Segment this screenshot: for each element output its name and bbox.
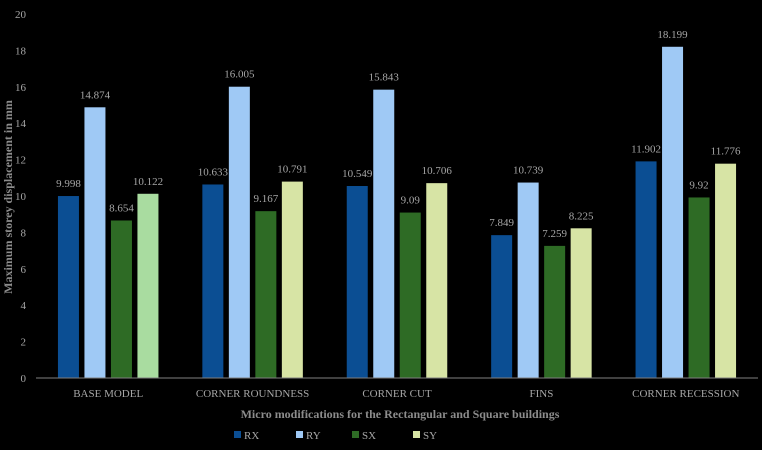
bar-sx: [110, 220, 132, 378]
y-tick-label: 6: [21, 264, 27, 276]
data-label: 10.549: [342, 168, 373, 180]
bar-sy: [426, 183, 448, 378]
y-tick-label: 2: [21, 337, 27, 349]
x-tick-label: BASE MODEL: [73, 388, 143, 400]
data-labels: 9.998 14.874 8.654 10.122 10.633 16.005 9.167 1…: [56, 29, 741, 240]
bar-sy: [570, 228, 592, 378]
bar-rx: [491, 235, 513, 378]
y-tick-label: 16: [15, 82, 27, 94]
data-label: 9.92: [689, 179, 708, 191]
x-axis-label: Micro modifications for the Rectangular …: [241, 407, 560, 421]
y-tick-label: 14: [15, 118, 27, 130]
bar-sx: [544, 245, 566, 378]
x-axis: BASE MODEL CORNER ROUNDNESS CORNER CUT FINS…: [36, 377, 758, 400]
legend-label-rx: RX: [244, 430, 259, 442]
y-tick-label: 12: [15, 155, 26, 167]
legend-swatch-ry: [296, 431, 303, 438]
bar-ry: [228, 86, 250, 379]
y-tick-label: 10: [15, 191, 27, 203]
y-tick-label: 8: [21, 227, 27, 239]
data-label: 8.654: [109, 202, 134, 214]
bar-sx: [688, 197, 710, 378]
bar-rx: [57, 196, 79, 378]
data-label: 9.998: [56, 178, 81, 190]
data-label: 10.706: [422, 165, 453, 177]
bar-ry: [517, 182, 539, 378]
data-label: 7.259: [542, 228, 567, 240]
data-label: 10.791: [277, 164, 307, 176]
bar-rx: [635, 161, 657, 378]
bar-rx: [202, 184, 224, 378]
data-label: 14.874: [80, 89, 111, 101]
bar-ry: [84, 107, 106, 378]
legend-label-sx: SX: [362, 430, 376, 442]
legend-swatch-sx: [352, 431, 359, 438]
bar-sy: [715, 163, 737, 378]
legend: RX RY SX SY: [234, 430, 437, 442]
legend-swatch-rx: [234, 431, 241, 438]
x-tick-label: FINS: [529, 388, 553, 400]
data-label: 10.633: [198, 166, 229, 178]
bar-sx: [399, 212, 421, 378]
bars: [57, 46, 737, 379]
bar-ry: [662, 46, 684, 378]
data-label: 8.225: [569, 210, 594, 222]
data-label: 11.776: [711, 146, 741, 158]
legend-label-ry: RY: [306, 430, 321, 442]
data-label: 7.849: [489, 217, 514, 229]
data-label: 10.739: [513, 165, 544, 177]
data-label: 9.167: [253, 193, 278, 205]
bar-sx: [255, 211, 277, 378]
legend-swatch-sy: [413, 431, 420, 438]
y-tick-label: 20: [15, 9, 27, 21]
data-label: 15.843: [369, 72, 400, 84]
data-label: 10.122: [133, 176, 163, 188]
y-tick-label: 18: [15, 45, 27, 57]
x-tick-label: CORNER CUT: [362, 388, 432, 400]
bar-sy: [137, 193, 159, 378]
data-label: 11.902: [631, 143, 661, 155]
y-tick-label: 0: [21, 373, 27, 385]
legend-label-sy: SY: [423, 430, 437, 442]
bar-rx: [346, 186, 368, 378]
bar-sy: [281, 181, 303, 378]
x-tick-label: CORNER RECESSION: [632, 388, 739, 400]
y-axis: 0 2 4 6 8 10 12 14 16 18 20: [15, 9, 27, 385]
data-label: 18.199: [657, 29, 688, 41]
data-label: 9.09: [401, 195, 421, 207]
y-tick-label: 4: [21, 300, 27, 312]
bar-ry: [373, 89, 395, 378]
data-label: 16.005: [224, 69, 255, 81]
y-axis-label: Maximum storey displacement in mm: [1, 100, 15, 294]
x-tick-label: CORNER ROUNDNESS: [196, 388, 309, 400]
